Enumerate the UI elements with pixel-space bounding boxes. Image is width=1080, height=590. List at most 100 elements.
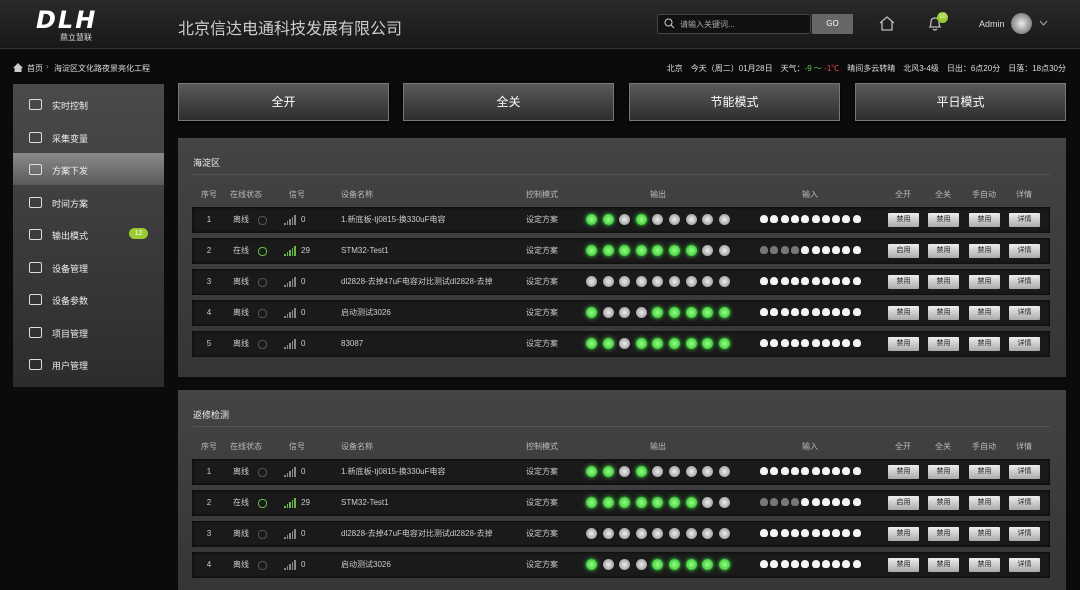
output-lamp — [635, 214, 647, 225]
row-button[interactable]: 禁用 — [969, 527, 1000, 541]
input-bulb — [780, 498, 789, 506]
signal-bar — [291, 500, 294, 508]
input-bulb — [770, 467, 779, 475]
company-name: 北京信达电通科技发展有限公司 — [178, 21, 403, 38]
action-button[interactable]: 平日模式 — [855, 83, 1066, 121]
search-button[interactable]: GO — [812, 14, 853, 34]
row-button[interactable]: 禁用 — [928, 306, 959, 320]
search-icon — [664, 18, 675, 29]
signal-bar — [284, 537, 286, 539]
row-button[interactable]: 详情 — [1009, 213, 1040, 227]
signal-bar — [286, 473, 289, 477]
input-bulb — [790, 529, 799, 537]
sunset: 日落：18点30分 — [1008, 64, 1066, 73]
avatar[interactable] — [1011, 13, 1032, 34]
dropdown-arrow[interactable] — [1039, 20, 1048, 26]
row-button[interactable]: 禁用 — [888, 337, 919, 351]
row-button[interactable]: 禁用 — [928, 213, 959, 227]
breadcrumb-separator: › — [46, 62, 49, 71]
output-lamp — [685, 559, 697, 570]
sidebar-item[interactable]: 采集变量 — [13, 121, 164, 153]
signal-bar — [291, 217, 294, 225]
row-button[interactable]: 禁用 — [969, 213, 1000, 227]
output-lamp — [586, 307, 597, 318]
sidebar-item[interactable]: 方案下发 — [13, 153, 164, 185]
output-lamp — [619, 338, 631, 349]
control-mode: 设定方案 — [526, 215, 558, 224]
row-button[interactable]: 启用 — [888, 496, 919, 510]
row-button[interactable]: 启用 — [888, 244, 919, 258]
row-button[interactable]: 禁用 — [888, 275, 919, 289]
action-button[interactable]: 全开 — [178, 83, 389, 121]
output-lamp — [602, 559, 614, 570]
input-bulb — [852, 560, 861, 568]
sidebar-item[interactable]: 设备管理 — [13, 251, 164, 283]
row-button[interactable]: 禁用 — [969, 496, 1000, 510]
row-button[interactable]: 详情 — [1009, 337, 1040, 351]
signal-value: 29 — [301, 498, 310, 507]
control-mode: 设定方案 — [526, 467, 558, 476]
bell-icon[interactable] — [927, 15, 943, 32]
search-box[interactable]: 请输入关键词... — [657, 14, 811, 34]
sidebar-item[interactable]: 用户管理 — [13, 348, 164, 380]
sidebar-item[interactable]: 时间方案 — [13, 186, 164, 218]
row-button[interactable]: 详情 — [1009, 244, 1040, 258]
column-header: 详情 — [1016, 190, 1032, 199]
row-button[interactable]: 禁用 — [969, 275, 1000, 289]
row-button[interactable]: 详情 — [1009, 527, 1040, 541]
row-button[interactable]: 禁用 — [928, 275, 959, 289]
output-lamp — [602, 245, 614, 256]
action-button[interactable]: 全关 — [403, 83, 614, 121]
input-bulb — [790, 277, 799, 285]
sidebar-item[interactable]: 设备参数 — [13, 283, 164, 315]
row-button[interactable]: 禁用 — [888, 527, 919, 541]
row-button[interactable]: 禁用 — [928, 465, 959, 479]
device-row: 5 离线 0 83087 设定方案 禁用 禁用 禁用 详情 — [192, 331, 1050, 357]
status-icon — [258, 247, 267, 256]
sidebar-item[interactable]: 实时控制 — [13, 88, 164, 120]
row-button[interactable]: 禁用 — [969, 337, 1000, 351]
row-button[interactable]: 禁用 — [969, 244, 1000, 258]
output-lamp — [635, 497, 647, 508]
sidebar-item[interactable]: 输出模式 12 — [13, 218, 164, 250]
row-button[interactable]: 禁用 — [969, 558, 1000, 572]
input-bulb — [760, 246, 768, 254]
input-bulb — [832, 246, 841, 254]
sidebar-item[interactable]: 项目管理 — [13, 316, 164, 348]
input-bulb — [842, 308, 851, 316]
output-lamp — [685, 245, 697, 256]
column-header: 全开 — [895, 190, 911, 199]
row-button[interactable]: 详情 — [1009, 558, 1040, 572]
output-lamp — [652, 307, 664, 318]
row-button[interactable]: 禁用 — [888, 465, 919, 479]
column-header: 信号 — [289, 442, 305, 451]
row-button[interactable]: 禁用 — [928, 496, 959, 510]
input-bulb — [790, 246, 799, 254]
row-number: 2 — [206, 498, 212, 507]
row-button[interactable]: 详情 — [1009, 496, 1040, 510]
output-lamp — [669, 338, 680, 349]
row-button[interactable]: 禁用 — [969, 306, 1000, 320]
row-button[interactable]: 禁用 — [888, 558, 919, 572]
row-button[interactable]: 详情 — [1009, 465, 1040, 479]
row-button[interactable]: 详情 — [1009, 275, 1040, 289]
row-button[interactable]: 禁用 — [928, 527, 959, 541]
row-button[interactable]: 详情 — [1009, 306, 1040, 320]
row-button[interactable]: 禁用 — [928, 244, 959, 258]
breadcrumb-home[interactable]: 首页 — [27, 64, 43, 73]
column-header: 控制模式 — [526, 442, 558, 451]
input-bulb — [770, 339, 779, 347]
input-bulb — [852, 529, 861, 537]
home-icon[interactable] — [878, 15, 896, 32]
signal-value: 0 — [301, 308, 306, 317]
row-button[interactable]: 禁用 — [888, 306, 919, 320]
row-button[interactable]: 禁用 — [969, 465, 1000, 479]
signal-bar — [289, 312, 291, 318]
row-button[interactable]: 禁用 — [928, 558, 959, 572]
user-name[interactable]: Admin — [979, 19, 1005, 29]
output-lamp — [718, 466, 730, 477]
row-button[interactable]: 禁用 — [888, 213, 919, 227]
action-button[interactable]: 节能模式 — [629, 83, 840, 121]
row-button[interactable]: 禁用 — [928, 337, 959, 351]
